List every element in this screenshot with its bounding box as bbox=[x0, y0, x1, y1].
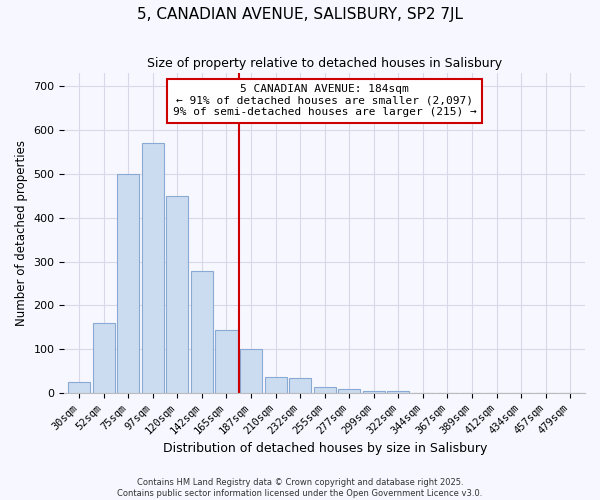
Bar bbox=[166, 196, 188, 393]
Bar bbox=[215, 330, 238, 393]
Bar bbox=[68, 382, 90, 393]
Bar bbox=[265, 377, 287, 393]
Bar bbox=[142, 143, 164, 393]
Bar bbox=[289, 378, 311, 393]
Bar bbox=[363, 391, 385, 393]
Bar bbox=[117, 174, 139, 393]
Bar bbox=[338, 389, 361, 393]
Bar bbox=[314, 386, 336, 393]
Text: 5 CANADIAN AVENUE: 184sqm
← 91% of detached houses are smaller (2,097)
9% of sem: 5 CANADIAN AVENUE: 184sqm ← 91% of detac… bbox=[173, 84, 476, 117]
Bar bbox=[92, 323, 115, 393]
Text: 5, CANADIAN AVENUE, SALISBURY, SP2 7JL: 5, CANADIAN AVENUE, SALISBURY, SP2 7JL bbox=[137, 8, 463, 22]
Y-axis label: Number of detached properties: Number of detached properties bbox=[15, 140, 28, 326]
X-axis label: Distribution of detached houses by size in Salisbury: Distribution of detached houses by size … bbox=[163, 442, 487, 455]
Bar bbox=[191, 271, 213, 393]
Title: Size of property relative to detached houses in Salisbury: Size of property relative to detached ho… bbox=[147, 58, 502, 70]
Bar bbox=[388, 392, 409, 393]
Bar bbox=[240, 350, 262, 393]
Text: Contains HM Land Registry data © Crown copyright and database right 2025.
Contai: Contains HM Land Registry data © Crown c… bbox=[118, 478, 482, 498]
